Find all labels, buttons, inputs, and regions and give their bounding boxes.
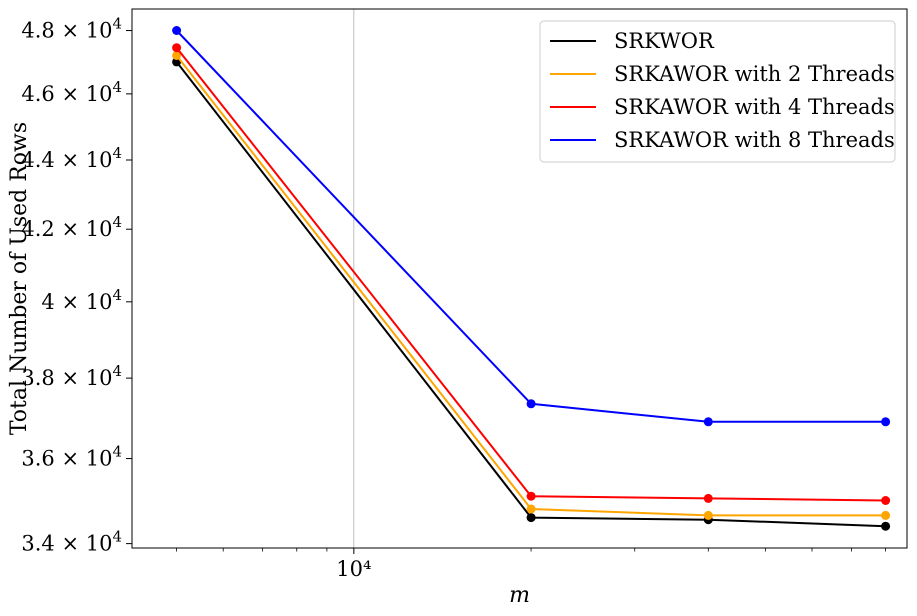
data-point bbox=[172, 26, 182, 35]
data-point bbox=[526, 491, 536, 501]
axis-ticks: 10⁴ 3.4 × 104 3.6 × 104 3.8 × 104 4 × 104 4.2… bbox=[21, 15, 886, 581]
data-point bbox=[526, 504, 536, 514]
legend-label: SRKAWOR with 8 Threads bbox=[614, 128, 895, 152]
y-tick-label: 3.4 × 104 bbox=[21, 528, 122, 556]
y-tick-label: 4.6 × 104 bbox=[21, 78, 122, 106]
data-point bbox=[703, 493, 713, 503]
legend-label: SRKAWOR with 4 Threads bbox=[614, 95, 895, 119]
y-tick-label: 4.4 × 104 bbox=[21, 144, 122, 172]
plot-area-frame bbox=[131, 8, 908, 549]
series-line-4 bbox=[175, 29, 886, 423]
legend-box bbox=[539, 20, 896, 163]
series-layer bbox=[172, 26, 891, 531]
series-line-2 bbox=[175, 54, 886, 517]
data-point bbox=[526, 399, 536, 409]
data-point bbox=[703, 417, 713, 427]
series-line-1 bbox=[175, 61, 886, 528]
legend-label: SRKWOR bbox=[614, 29, 715, 53]
data-point bbox=[526, 513, 536, 523]
data-point bbox=[172, 51, 182, 60]
legend: SRKWOR SRKAWOR with 2 Threads SRKAWOR with… bbox=[539, 20, 896, 163]
y-tick-label: 3.8 × 104 bbox=[21, 362, 122, 390]
x-tick-label: 10⁴ bbox=[336, 557, 371, 581]
y-tick-label: 4 × 104 bbox=[41, 286, 122, 314]
data-point bbox=[881, 510, 891, 520]
series-line-3 bbox=[175, 47, 886, 502]
data-point bbox=[703, 510, 713, 520]
data-point bbox=[881, 417, 891, 427]
y-tick-label: 4.8 × 104 bbox=[21, 15, 122, 43]
x-axis-label: m bbox=[509, 583, 530, 608]
y-axis-label: Total Number of Used Rows bbox=[7, 122, 32, 435]
data-point bbox=[881, 496, 891, 505]
data-point bbox=[172, 43, 182, 53]
data-point bbox=[881, 521, 891, 531]
y-tick-label: 3.6 × 104 bbox=[21, 443, 122, 471]
legend-label: SRKAWOR with 2 Threads bbox=[614, 62, 895, 86]
y-tick-label: 4.2 × 104 bbox=[21, 213, 122, 241]
